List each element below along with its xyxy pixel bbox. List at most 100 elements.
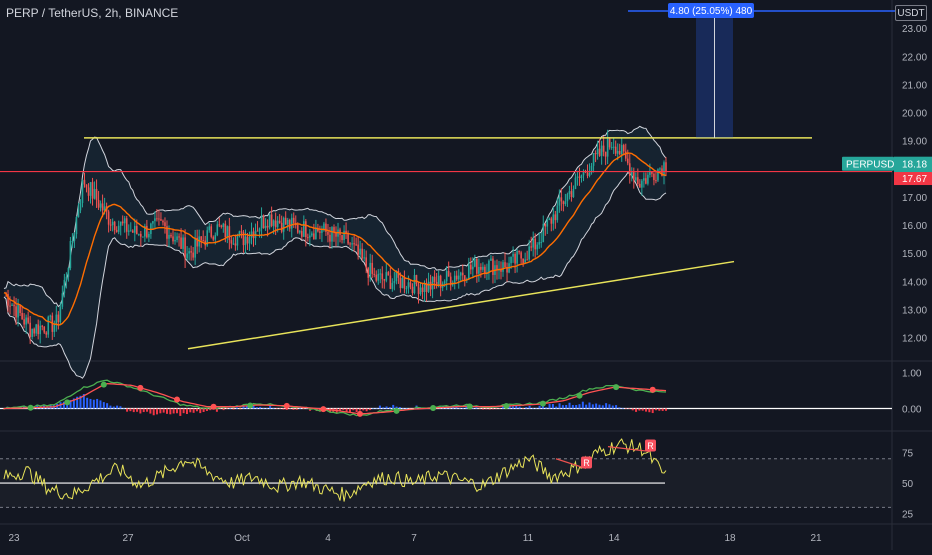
candle	[194, 237, 196, 258]
price-axis-tick: 12.00	[902, 334, 927, 345]
candle	[97, 200, 100, 208]
candle	[31, 328, 33, 337]
candle	[606, 138, 609, 157]
candle	[659, 168, 661, 170]
candle	[417, 284, 420, 295]
candle	[93, 188, 96, 199]
macd-histogram-bar	[648, 408, 651, 413]
candle	[641, 180, 643, 188]
macd-histogram-bar	[162, 408, 165, 413]
macd-histogram-bar	[631, 408, 634, 411]
macd-histogram-bar	[285, 408, 288, 410]
macd-cross-dot	[576, 392, 583, 399]
signal-line	[3, 382, 667, 415]
candle	[371, 262, 374, 274]
measure-label: 4.80 (25.05%) 480	[670, 6, 753, 17]
candle	[317, 228, 319, 232]
candle	[244, 236, 247, 246]
candle	[166, 226, 168, 239]
macd-histogram-bar	[166, 408, 169, 414]
candle	[389, 275, 392, 289]
candle	[421, 287, 424, 293]
macd-histogram-bar	[62, 401, 65, 409]
measure-label-box	[668, 3, 754, 18]
price-axis-tick: 16.00	[902, 221, 927, 232]
candle	[506, 267, 508, 273]
macd-histogram-bar	[585, 404, 588, 409]
macd-histogram-bar	[661, 408, 664, 411]
macd-cross-dot	[247, 402, 254, 409]
candle	[138, 233, 140, 235]
candle	[459, 272, 462, 276]
candle	[172, 236, 174, 242]
candle	[232, 243, 235, 245]
candle	[566, 194, 569, 202]
candle	[146, 225, 148, 238]
candle	[298, 231, 301, 233]
currency-selector[interactable]: USDT	[895, 5, 927, 21]
macd-histogram-bar	[205, 408, 208, 411]
candle	[564, 201, 567, 205]
candle	[65, 276, 68, 280]
candle	[596, 148, 599, 155]
candle	[214, 235, 217, 240]
candle	[91, 182, 94, 199]
macd-histogram-bar	[462, 407, 465, 409]
macd-histogram-bar	[535, 408, 538, 409]
macd-histogram-bar	[638, 408, 641, 411]
candle	[542, 223, 545, 243]
macd-histogram-bar	[169, 408, 172, 415]
candle	[45, 332, 48, 335]
candle	[95, 188, 98, 201]
candle	[19, 304, 21, 313]
candle	[504, 262, 506, 268]
macd-histogram-bar	[355, 408, 358, 413]
candle	[176, 236, 178, 241]
candle	[415, 275, 418, 285]
candle	[21, 312, 23, 320]
time-axis-tick: 18	[724, 533, 736, 544]
macd-histogram-bar	[515, 405, 518, 409]
candle	[202, 240, 205, 242]
candle	[162, 220, 164, 223]
candle	[142, 236, 144, 238]
macd-histogram-bar	[558, 403, 561, 409]
candle	[89, 182, 92, 196]
macd-histogram-bar	[36, 404, 39, 409]
macd-histogram-bar	[82, 394, 85, 409]
candle	[329, 234, 331, 242]
candle	[284, 217, 287, 225]
macd-cross-dot	[539, 400, 546, 407]
macd-histogram-bar	[495, 408, 498, 410]
macd-histogram-bar	[112, 406, 115, 409]
bearish-marker	[645, 439, 656, 452]
macd-histogram-bar	[388, 407, 391, 409]
price-axis-tick: 22.00	[902, 52, 927, 63]
candle	[624, 151, 627, 159]
candle	[528, 246, 530, 260]
candle	[174, 240, 176, 242]
price-axis-tick: 14.00	[902, 277, 927, 288]
macd-histogram-bar	[185, 408, 188, 415]
candle	[437, 275, 440, 286]
candle	[170, 234, 172, 237]
candle	[643, 178, 645, 181]
rsi-axis-tick: 75	[902, 449, 914, 460]
candle	[435, 281, 438, 286]
macd-histogram-bar	[521, 408, 524, 410]
macd-histogram-bar	[365, 408, 368, 412]
candle	[478, 266, 480, 274]
candle	[361, 248, 363, 259]
macd-histogram-bar	[175, 408, 178, 414]
candle	[335, 232, 337, 237]
candle	[453, 275, 456, 283]
candle	[556, 205, 559, 221]
macd-histogram-bar	[99, 400, 102, 409]
macd-histogram-bar	[658, 408, 661, 411]
macd-axis-tick: 1.00	[902, 369, 922, 380]
macd-histogram-bar	[598, 404, 601, 409]
macd-histogram-bar	[571, 405, 574, 409]
macd-histogram-bar	[86, 397, 89, 409]
macd-histogram-bar	[645, 408, 648, 412]
candle	[107, 211, 110, 225]
